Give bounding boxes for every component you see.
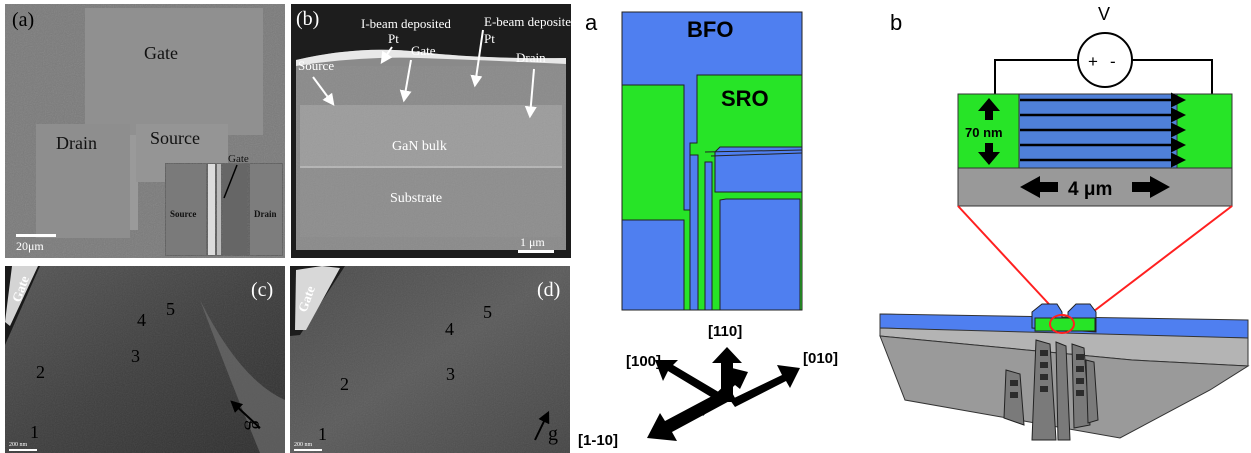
drain-pad	[36, 124, 130, 238]
thickness-label: 70 nm	[965, 125, 1003, 140]
panel-b-sem: (b) I-beam deposited Pt E-beam deposited…	[291, 4, 578, 258]
dislocation-3-d: 3	[446, 364, 455, 384]
length-arrow-left	[1020, 176, 1058, 198]
dislocation-1-d: 1	[318, 424, 327, 444]
thickness-arrow-up	[978, 98, 1000, 120]
bfo-label: BFO	[687, 17, 733, 42]
gate-region-c	[5, 266, 38, 326]
panel-c-label: (c)	[251, 279, 273, 301]
scale-bar-c	[9, 449, 37, 451]
panel-c-tem: Gate (c) 1 2 3 4 5 g 200 nm	[5, 266, 285, 453]
zoom-line-left	[957, 205, 1061, 317]
gate-label-b: Gate	[411, 43, 436, 58]
dislocation-4-c: 4	[137, 310, 146, 330]
panel-a-right-label: a	[585, 10, 598, 35]
source-arrow-b	[312, 76, 335, 106]
dislocation-5-d: 5	[483, 302, 492, 322]
crystal-direction-arrows	[647, 347, 800, 441]
sro-region	[621, 74, 803, 311]
arrow-110-up	[712, 347, 742, 402]
drain-label: Drain	[56, 133, 97, 153]
ebeam-arrow	[470, 29, 484, 88]
scale-bar-b-label: 1 μm	[520, 235, 545, 249]
dislocation-2-c: 2	[36, 362, 45, 382]
gan-bulk-label: GaN bulk	[392, 139, 447, 154]
zoom-line-right	[1072, 205, 1233, 328]
gate-label: Gate	[144, 43, 178, 63]
substrate-label: Substrate	[390, 191, 442, 206]
g-vector-label-d: g	[548, 423, 558, 445]
arrow-010	[730, 365, 800, 407]
direction-100-label: [100]	[626, 353, 661, 370]
g-vector-arrow-d	[534, 410, 550, 441]
g-vector-arrow-c	[230, 400, 261, 429]
voltage-source	[1077, 32, 1133, 88]
scale-bar-c-label: 200 nm	[9, 442, 28, 448]
ibeam-label-line2: Pt	[388, 31, 399, 46]
source-label-b: Source	[298, 58, 334, 73]
scale-bar-d-label: 200 nm	[294, 442, 313, 448]
zoom-circle	[1049, 314, 1075, 334]
drain-label-b: Drain	[516, 50, 546, 65]
substrate-zoom	[957, 167, 1233, 207]
inset-gate-label: Gate	[228, 153, 249, 165]
g-vector-label-c: g	[244, 420, 266, 430]
plus-sign: +	[1088, 52, 1098, 71]
direction-110-label: [110]	[708, 323, 742, 340]
ibeam-arrow	[380, 46, 393, 64]
dislocation-3-c: 3	[131, 346, 140, 366]
device-schematic-panel: b V + - 70 nm 4 μm	[879, 4, 1250, 441]
panel-b-label: (b)	[296, 8, 319, 30]
gate-pad	[85, 8, 263, 135]
current-arrows	[1020, 92, 1186, 168]
gate-finger	[130, 135, 138, 230]
dislocation-1-c: 1	[30, 422, 39, 442]
thickness-arrow-down	[978, 143, 1000, 165]
length-label: 4 μm	[1068, 179, 1112, 200]
drain-arrow-b	[524, 68, 537, 119]
scale-bar-b	[518, 250, 554, 253]
panel-b-right-label: b	[890, 10, 902, 35]
scale-bar-a-label: 20μm	[16, 239, 44, 253]
voltage-label: V	[1098, 4, 1110, 24]
sro-in-block	[1034, 317, 1096, 332]
device-layout-panel: a BFO SRO [110] [100] [010] [1-10]	[578, 10, 838, 449]
length-arrow-right	[1132, 176, 1170, 198]
source-label: Source	[150, 128, 200, 148]
dislocation-2-d: 2	[340, 374, 349, 394]
arrow-100	[655, 360, 722, 400]
direction-1-10-label: [1-10]	[578, 432, 618, 449]
inset-gate-pointer	[223, 164, 238, 199]
panel-d-label: (d)	[537, 279, 560, 301]
ebeam-label-line2: Pt	[484, 31, 495, 46]
inset-drain-label: Drain	[254, 209, 277, 219]
scale-bar-d	[294, 449, 322, 451]
milled-steps	[1010, 350, 1084, 398]
panel-d-tem: Gate (d) 1 2 3 4 5 g 200 nm	[290, 266, 570, 453]
dislocation-4-d: 4	[445, 319, 454, 339]
scale-bar-a	[16, 234, 56, 237]
panel-a-label: (a)	[12, 9, 34, 31]
gate-arrow-b	[399, 59, 412, 103]
panel-a-sem: (a) Gate Drain Source Gate Source Drain …	[5, 4, 285, 258]
circuit-wire-left	[994, 59, 1078, 94]
sro-label: SRO	[721, 86, 769, 111]
gate-region-d	[295, 266, 340, 330]
arrow-1-10	[647, 387, 735, 441]
circuit-wire-right	[1132, 59, 1213, 94]
ebeam-label-line1: E-beam deposited	[484, 14, 578, 29]
inset-source-label: Source	[170, 209, 196, 219]
direction-010-label: [010]	[803, 350, 838, 367]
dislocation-5-c: 5	[166, 299, 175, 319]
ibeam-label-line1: I-beam deposited	[361, 16, 451, 31]
minus-sign: -	[1110, 52, 1116, 71]
